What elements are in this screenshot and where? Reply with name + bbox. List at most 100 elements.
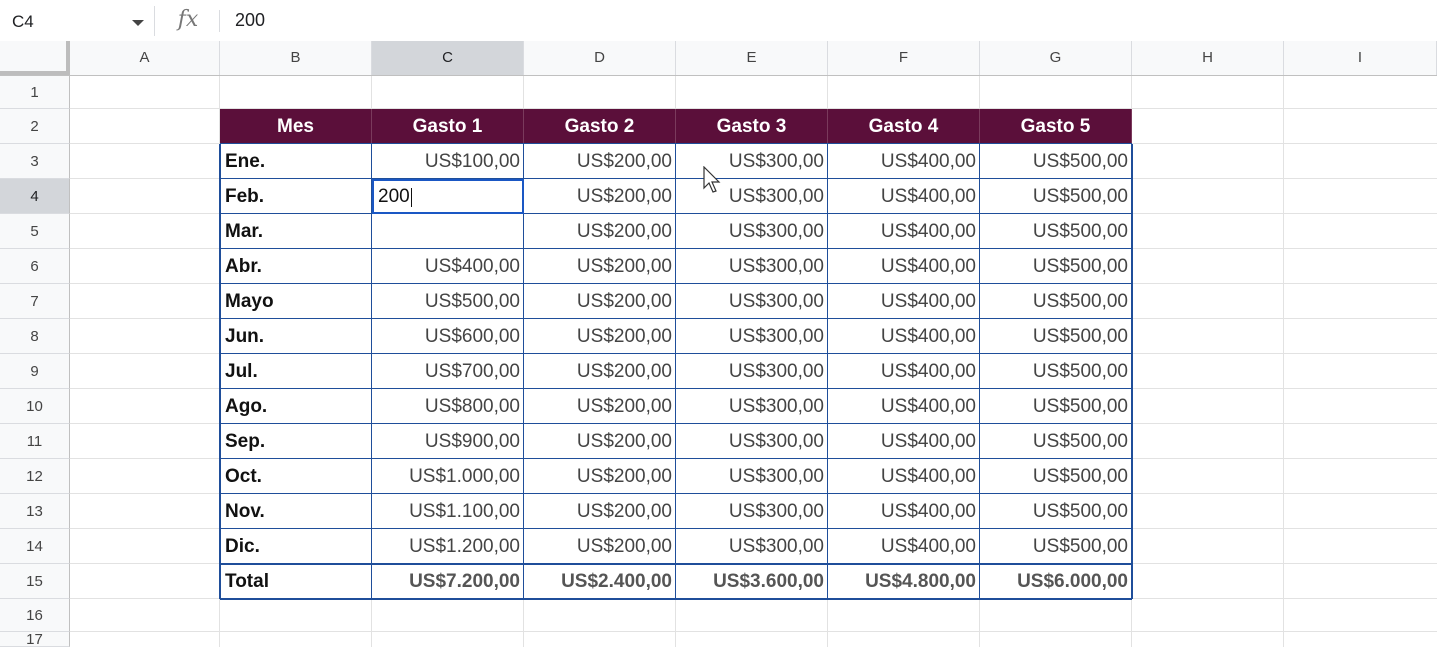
row-header-14[interactable]: 14 bbox=[0, 529, 70, 564]
amount-cell[interactable]: US$500,00 bbox=[1032, 536, 1128, 557]
column-header-g[interactable]: G bbox=[980, 41, 1132, 75]
amount-cell[interactable]: US$500,00 bbox=[1032, 221, 1128, 242]
month-cell[interactable]: Sep. bbox=[225, 431, 266, 452]
month-cell[interactable]: Feb. bbox=[225, 186, 265, 207]
amount-cell[interactable]: US$300,00 bbox=[728, 326, 824, 347]
row-header-12[interactable]: 12 bbox=[0, 459, 70, 494]
month-cell[interactable]: Dic. bbox=[225, 536, 260, 557]
amount-cell[interactable]: US$500,00 bbox=[1032, 501, 1128, 522]
row-header-13[interactable]: 13 bbox=[0, 494, 70, 529]
amount-cell[interactable]: US$1.100,00 bbox=[409, 501, 520, 522]
row-header-2[interactable]: 2 bbox=[0, 109, 70, 144]
amount-cell[interactable]: US$400,00 bbox=[880, 536, 976, 557]
amount-cell[interactable]: US$200,00 bbox=[576, 291, 672, 312]
select-all-corner[interactable] bbox=[0, 41, 70, 75]
row-header-4[interactable]: 4 bbox=[0, 179, 70, 214]
amount-cell[interactable]: US$500,00 bbox=[1032, 361, 1128, 382]
amount-cell[interactable]: US$400,00 bbox=[880, 326, 976, 347]
amount-cell[interactable]: US$300,00 bbox=[728, 221, 824, 242]
amount-cell[interactable]: US$400,00 bbox=[880, 431, 976, 452]
month-cell[interactable]: Ago. bbox=[225, 396, 268, 417]
amount-cell[interactable] bbox=[372, 214, 524, 249]
total-amount-cell[interactable]: US$7.200,00 bbox=[409, 571, 520, 592]
amount-cell[interactable]: US$400,00 bbox=[424, 256, 520, 277]
row-header-10[interactable]: 10 bbox=[0, 389, 70, 424]
dropdown-arrow-icon[interactable] bbox=[132, 20, 144, 26]
month-cell[interactable]: Abr. bbox=[225, 256, 262, 277]
total-amount-cell[interactable]: US$6.000,00 bbox=[1017, 571, 1128, 592]
active-cell-value[interactable]: 200 bbox=[378, 186, 410, 207]
amount-cell[interactable]: US$500,00 bbox=[1032, 431, 1128, 452]
formula-input[interactable]: 200 bbox=[235, 10, 266, 30]
row-header-16[interactable]: 16 bbox=[0, 599, 70, 632]
amount-cell[interactable]: US$400,00 bbox=[880, 501, 976, 522]
amount-cell[interactable]: US$400,00 bbox=[880, 291, 976, 312]
row-header-7[interactable]: 7 bbox=[0, 284, 70, 319]
amount-cell[interactable]: US$200,00 bbox=[576, 431, 672, 452]
row-header-1[interactable]: 1 bbox=[0, 76, 70, 109]
row-header-8[interactable]: 8 bbox=[0, 319, 70, 354]
column-header-d[interactable]: D bbox=[524, 41, 676, 75]
amount-cell[interactable]: US$500,00 bbox=[1032, 256, 1128, 277]
amount-cell[interactable]: US$600,00 bbox=[424, 326, 520, 347]
amount-cell[interactable]: US$200,00 bbox=[576, 186, 672, 207]
amount-cell[interactable]: US$300,00 bbox=[728, 361, 824, 382]
column-header-a[interactable]: A bbox=[70, 41, 220, 75]
amount-cell[interactable]: US$300,00 bbox=[728, 186, 824, 207]
amount-cell[interactable]: US$200,00 bbox=[576, 396, 672, 417]
amount-cell[interactable]: US$400,00 bbox=[880, 466, 976, 487]
amount-cell[interactable]: US$400,00 bbox=[880, 256, 976, 277]
total-amount-cell[interactable]: US$2.400,00 bbox=[561, 571, 672, 592]
row-header-9[interactable]: 9 bbox=[0, 354, 70, 389]
amount-cell[interactable]: US$300,00 bbox=[728, 396, 824, 417]
amount-cell[interactable]: US$300,00 bbox=[728, 291, 824, 312]
amount-cell[interactable]: US$100,00 bbox=[424, 151, 520, 172]
amount-cell[interactable]: US$400,00 bbox=[880, 186, 976, 207]
amount-cell[interactable]: US$1.200,00 bbox=[409, 536, 520, 557]
amount-cell[interactable]: US$500,00 bbox=[1032, 466, 1128, 487]
total-label-cell[interactable]: Total bbox=[225, 571, 269, 592]
amount-cell[interactable]: US$200,00 bbox=[576, 151, 672, 172]
month-cell[interactable]: Nov. bbox=[225, 501, 265, 522]
total-amount-cell[interactable]: US$3.600,00 bbox=[713, 571, 824, 592]
amount-cell[interactable]: US$300,00 bbox=[728, 256, 824, 277]
amount-cell[interactable]: US$700,00 bbox=[424, 361, 520, 382]
month-cell[interactable]: Ene. bbox=[225, 151, 266, 172]
amount-cell[interactable]: US$200,00 bbox=[576, 256, 672, 277]
column-header-e[interactable]: E bbox=[676, 41, 828, 75]
total-amount-cell[interactable]: US$4.800,00 bbox=[865, 571, 976, 592]
name-box[interactable]: C4 bbox=[0, 6, 155, 36]
amount-cell[interactable]: US$200,00 bbox=[576, 361, 672, 382]
amount-cell[interactable]: US$200,00 bbox=[576, 501, 672, 522]
amount-cell[interactable]: US$200,00 bbox=[576, 536, 672, 557]
amount-cell[interactable]: US$200,00 bbox=[576, 326, 672, 347]
amount-cell[interactable]: US$500,00 bbox=[1032, 151, 1128, 172]
month-cell[interactable]: Jul. bbox=[225, 361, 258, 382]
amount-cell[interactable]: US$400,00 bbox=[880, 221, 976, 242]
amount-cell[interactable]: US$300,00 bbox=[728, 536, 824, 557]
amount-cell[interactable]: US$800,00 bbox=[424, 396, 520, 417]
amount-cell[interactable]: US$200,00 bbox=[576, 221, 672, 242]
amount-cell[interactable]: US$300,00 bbox=[728, 501, 824, 522]
amount-cell[interactable]: US$500,00 bbox=[1032, 186, 1128, 207]
amount-cell[interactable]: US$1.000,00 bbox=[409, 466, 520, 487]
column-header-h[interactable]: H bbox=[1132, 41, 1284, 75]
amount-cell[interactable]: US$400,00 bbox=[880, 396, 976, 417]
amount-cell[interactable]: US$500,00 bbox=[1032, 291, 1128, 312]
row-header-3[interactable]: 3 bbox=[0, 144, 70, 179]
amount-cell[interactable]: US$400,00 bbox=[880, 151, 976, 172]
amount-cell[interactable]: US$300,00 bbox=[728, 466, 824, 487]
column-header-c[interactable]: C bbox=[372, 41, 524, 75]
column-header-f[interactable]: F bbox=[828, 41, 980, 75]
month-cell[interactable]: Jun. bbox=[225, 326, 265, 347]
amount-cell[interactable]: US$500,00 bbox=[1032, 396, 1128, 417]
amount-cell[interactable]: US$400,00 bbox=[880, 361, 976, 382]
amount-cell[interactable]: US$500,00 bbox=[424, 291, 520, 312]
active-cell-editor[interactable]: 200 bbox=[372, 179, 524, 214]
row-header-11[interactable]: 11 bbox=[0, 424, 70, 459]
row-header-15[interactable]: 15 bbox=[0, 564, 70, 599]
month-cell[interactable]: Oct. bbox=[225, 466, 262, 487]
column-header-i[interactable]: I bbox=[1284, 41, 1437, 75]
month-cell[interactable]: Mayo bbox=[225, 291, 274, 312]
row-header-5[interactable]: 5 bbox=[0, 214, 70, 249]
